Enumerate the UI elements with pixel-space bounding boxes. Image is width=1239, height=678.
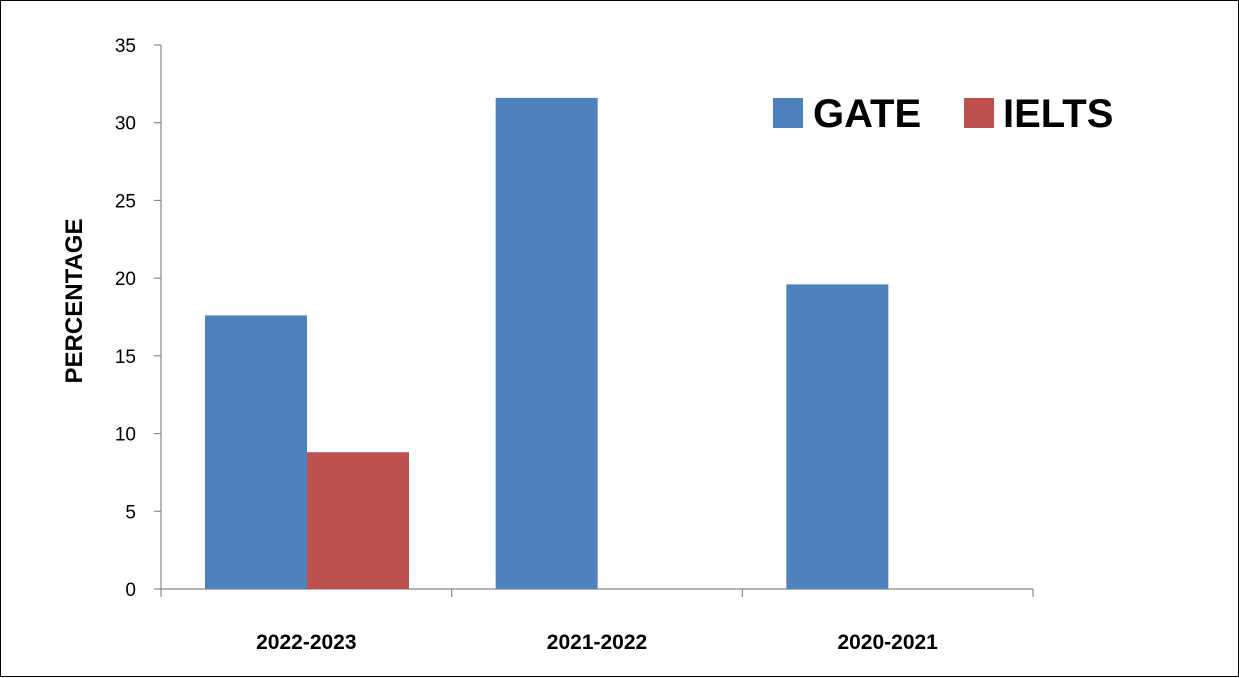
x-tick-label: 2021-2022 <box>547 631 647 654</box>
y-tick-label: 30 <box>115 114 136 135</box>
legend-label-gate: GATE <box>813 92 921 136</box>
x-tick-label: 2020-2021 <box>837 631 938 654</box>
x-tick-label: 2022-2023 <box>256 631 356 654</box>
bar-gate-2022-2023 <box>205 315 307 589</box>
y-tick-label: 25 <box>115 191 136 212</box>
y-tick-label: 20 <box>115 269 136 290</box>
bar-ielts-2022-2023 <box>307 452 409 589</box>
y-axis: 0 5 10 15 20 25 30 35 <box>115 36 162 601</box>
y-tick-label: 35 <box>115 36 136 57</box>
bar-gate-2021-2022 <box>495 97 598 590</box>
legend-swatch-gate <box>773 98 803 128</box>
bar-gate-2020-2021 <box>786 284 889 589</box>
y-axis-title: PERCENTAGE <box>61 219 88 384</box>
bars <box>205 97 889 590</box>
legend-swatch-ielts <box>964 98 994 128</box>
y-tick-label: 10 <box>115 425 136 446</box>
legend-label-ielts: IELTS <box>1003 92 1113 136</box>
x-axis: 2022-2023 2021-2022 2020-2021 <box>160 588 1034 654</box>
y-tick-label: 5 <box>125 502 136 523</box>
y-tick-label: 0 <box>125 580 136 601</box>
legend: GATE IELTS <box>773 92 1113 136</box>
y-tick-label: 15 <box>115 347 136 368</box>
